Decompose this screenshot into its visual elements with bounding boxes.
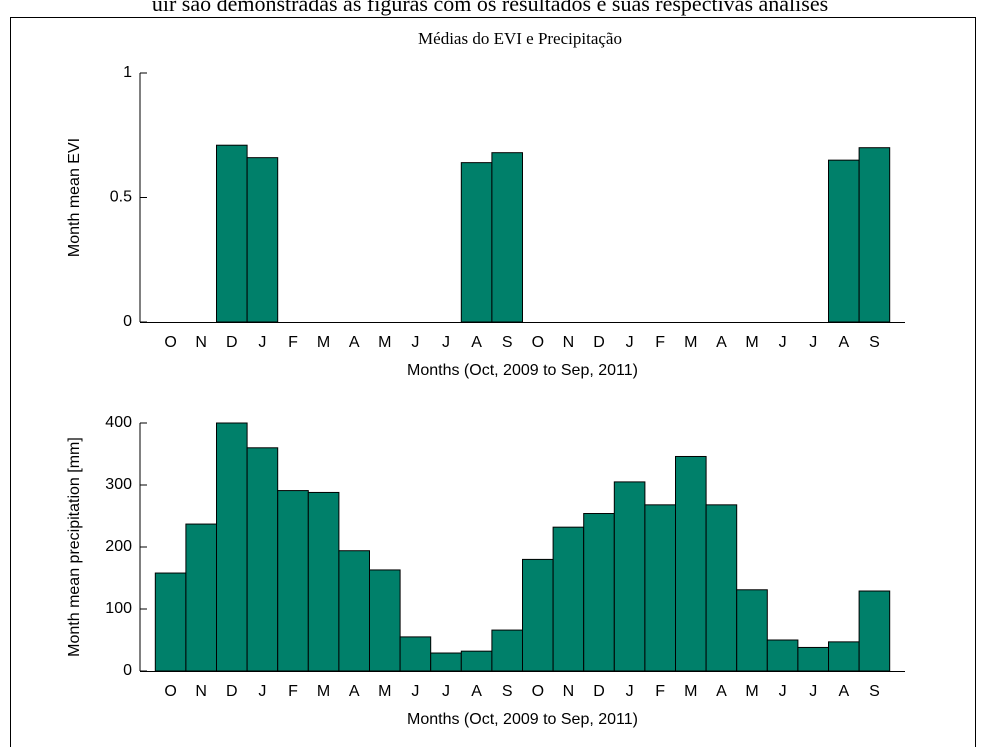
x-tick-label: J [809,683,817,700]
x-tick-label: F [288,683,298,700]
bar [522,558,554,672]
x-tick-label: D [593,334,605,351]
x-tick-label: D [593,683,605,700]
x-tick-label: O [164,683,176,700]
bar [246,157,279,323]
y-tick-label: 300 [105,476,132,493]
y-tick-label: 0.5 [110,189,132,206]
x-tick-label: J [258,334,266,351]
x-tick-label: J [442,334,450,351]
y-tick-label: 0 [123,662,132,679]
bar [399,636,432,672]
bar [644,504,677,672]
bar [216,144,248,323]
bar [277,490,309,672]
x-tick-label: F [655,334,665,351]
x-tick-label: J [258,683,266,700]
y-axis-label: Month mean EVI [66,138,83,257]
bar [491,629,523,672]
x-tick-label: M [378,334,391,351]
y-tick-label: 0 [123,313,132,330]
x-tick-label: F [288,334,298,351]
x-tick-label: F [655,683,665,700]
x-tick-label: D [226,683,238,700]
bar [828,159,860,323]
x-tick-label: J [411,334,419,351]
x-tick-label: O [532,683,544,700]
frame [10,17,976,747]
y-tick-label: 100 [105,600,132,617]
x-tick-label: J [809,334,817,351]
x-tick-label: M [378,683,391,700]
bar [491,152,523,323]
bar [552,526,585,672]
bar [675,455,707,672]
bar [460,162,493,323]
x-tick-label: D [226,334,238,351]
x-tick-label: J [626,683,634,700]
bar [185,523,217,672]
x-tick-label: N [195,683,207,700]
bar [246,447,279,672]
y-tick-label: 400 [105,414,132,431]
x-tick-label: J [779,334,787,351]
bar [430,652,462,672]
bar [307,491,340,672]
x-tick-label: A [716,334,727,351]
bar [460,650,493,672]
x-tick-label: A [838,334,849,351]
y-tick-label: 200 [105,538,132,555]
x-tick-label: A [471,683,482,700]
x-tick-label: A [716,683,727,700]
x-tick-label: J [779,683,787,700]
bar [613,481,646,672]
bar [828,641,860,672]
bar [705,504,738,672]
bar [338,550,370,672]
x-tick-label: J [411,683,419,700]
x-tick-label: A [349,334,360,351]
bar [369,569,401,672]
x-tick-label: N [195,334,207,351]
caption: uir são demonstradas as figuras com os r… [152,0,828,16]
x-tick-label: M [684,683,697,700]
x-tick-label: A [838,683,849,700]
chart-title: Médias do EVI e Precipitação [418,29,622,48]
x-tick-label: M [317,334,330,351]
x-tick-label: J [442,683,450,700]
x-tick-label: J [626,334,634,351]
x-tick-label: M [745,683,758,700]
x-tick-label: S [869,334,880,351]
x-tick-label: S [502,334,513,351]
x-tick-label: S [869,683,880,700]
bar [154,572,187,672]
x-tick-label: A [349,683,360,700]
x-axis-label: Months (Oct, 2009 to Sep, 2011) [407,362,638,379]
x-tick-label: A [471,334,482,351]
x-tick-label: O [532,334,544,351]
bar [583,513,615,672]
bar [216,422,248,672]
bar [736,589,768,672]
x-axis-label: Months (Oct, 2009 to Sep, 2011) [407,711,638,728]
x-tick-label: M [745,334,758,351]
x-tick-label: N [563,683,575,700]
x-tick-label: N [563,334,575,351]
bar [858,590,891,672]
x-tick-label: M [317,683,330,700]
x-tick-label: O [164,334,176,351]
x-tick-label: M [684,334,697,351]
y-axis-label: Month mean precipitation [mm] [66,437,83,657]
bar [766,639,799,672]
x-tick-label: S [502,683,513,700]
bar [858,147,891,323]
bar [797,646,830,672]
y-tick-label: 1 [123,64,132,81]
